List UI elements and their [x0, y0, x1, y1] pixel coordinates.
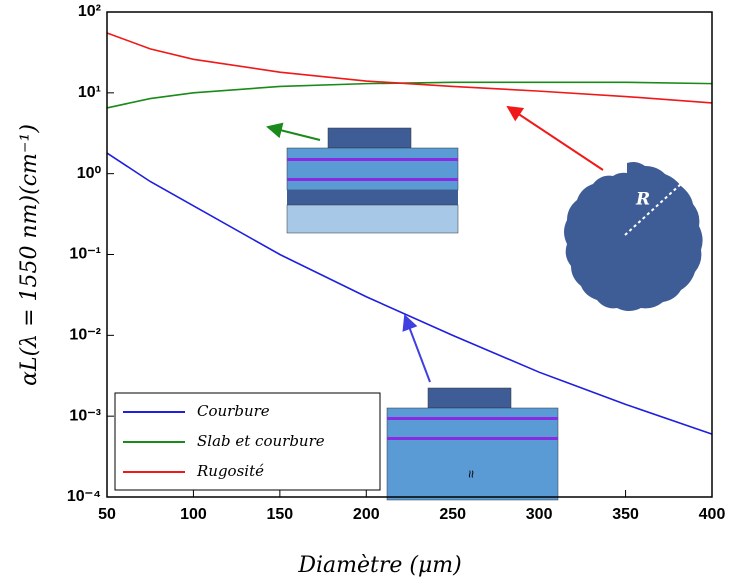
y-tick-label: 10¹ [78, 84, 101, 101]
legend: Courbure Slab et courbure Rugosité [114, 392, 381, 491]
arrow [402, 314, 431, 383]
legend-label: Slab et courbure [197, 432, 325, 450]
inset-bend: ≈ [386, 387, 559, 501]
series-line [106, 81, 713, 109]
x-tick-label: 250 [439, 506, 466, 523]
inset-slab [286, 127, 459, 234]
legend-label: Courbure [197, 402, 270, 420]
x-tick-label: 300 [526, 506, 553, 523]
x-tick-label: 50 [98, 506, 116, 523]
rough-disc: R [564, 162, 703, 311]
arrow [266, 122, 321, 141]
x-tick-label: 400 [699, 506, 726, 523]
series-line [106, 32, 713, 104]
x-tick-label: 100 [180, 506, 207, 523]
x-tick-label: 350 [612, 506, 639, 523]
plot-frame [106, 11, 713, 498]
legend-label: Rugosité [196, 462, 264, 480]
y-tick-label: 10² [78, 3, 101, 20]
y-tick-label: 10⁻⁴ [67, 488, 101, 505]
y-tick-label: 10⁻² [69, 327, 101, 344]
y-tick-label: 10⁻³ [69, 407, 101, 424]
series-line [106, 152, 713, 435]
x-tick-label: 150 [267, 506, 294, 523]
y-axis-label: αL(λ = 1550 nm)(cm⁻¹) [17, 124, 42, 386]
annotation: R [635, 190, 650, 210]
x-tick-label: 200 [353, 506, 380, 523]
annotation: ≈ [463, 470, 479, 478]
arrow [506, 105, 604, 171]
y-tick-label: 10⁻¹ [69, 246, 101, 263]
x-axis-label: Diamètre (μm) [297, 553, 461, 578]
y-tick-label: 10⁰ [77, 165, 102, 182]
